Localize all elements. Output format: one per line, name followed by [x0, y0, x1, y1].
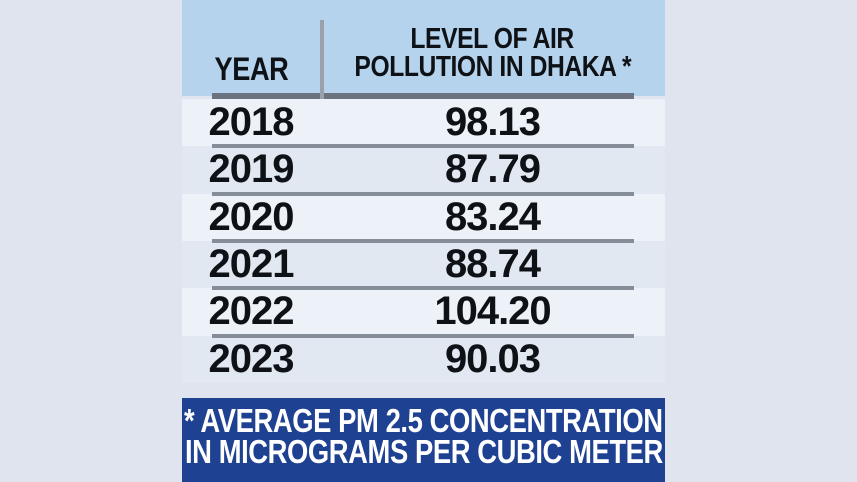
value-cell: 87.79: [444, 147, 541, 192]
year-column-header: YEAR: [182, 0, 320, 96]
pollution-column-header: LEVEL OF AIR POLLUTION IN DHAKA *: [320, 0, 665, 96]
table-header: YEAR LEVEL OF AIR POLLUTION IN DHAKA *: [182, 0, 665, 96]
year-cell: 2023: [208, 336, 295, 381]
table-row: 2019 87.79: [182, 144, 665, 194]
year-header-label: YEAR: [214, 51, 288, 87]
year-cell: 2020: [208, 194, 295, 239]
value-cell: 83.24: [444, 194, 541, 239]
value-cell: 88.74: [444, 242, 541, 287]
value-cell: 98.13: [444, 100, 541, 145]
header-divider: [212, 93, 634, 99]
air-pollution-table: YEAR LEVEL OF AIR POLLUTION IN DHAKA * 2…: [182, 0, 665, 383]
table-row: 2023 90.03: [182, 333, 665, 383]
value-cell: 90.03: [444, 336, 541, 381]
pollution-header-line-1: LEVEL OF AIR: [410, 23, 575, 55]
year-cell: 2019: [208, 147, 295, 192]
table-row: 2018 98.13: [182, 99, 665, 147]
year-cell: 2022: [208, 289, 295, 334]
table-row: 2021 88.74: [182, 238, 665, 289]
footnote-box: * AVERAGE PM 2.5 CONCENTRATION IN MICROG…: [182, 398, 665, 482]
table-row: 2020 83.24: [182, 191, 665, 241]
footnote-line-2: IN MICROGRAMS PER CUBIC METER: [184, 433, 663, 470]
table-body: 2018 98.13 2019 87.79 2020 83.24 2021 88…: [182, 99, 665, 383]
footnote-line-1: * AVERAGE PM 2.5 CONCENTRATION: [184, 402, 663, 439]
value-cell: 104.20: [434, 289, 551, 334]
table-row: 2022 104.20: [182, 286, 665, 336]
year-cell: 2018: [208, 100, 295, 145]
year-cell: 2021: [208, 242, 295, 287]
pollution-header-line-2: POLLUTION IN DHAKA *: [354, 51, 631, 83]
